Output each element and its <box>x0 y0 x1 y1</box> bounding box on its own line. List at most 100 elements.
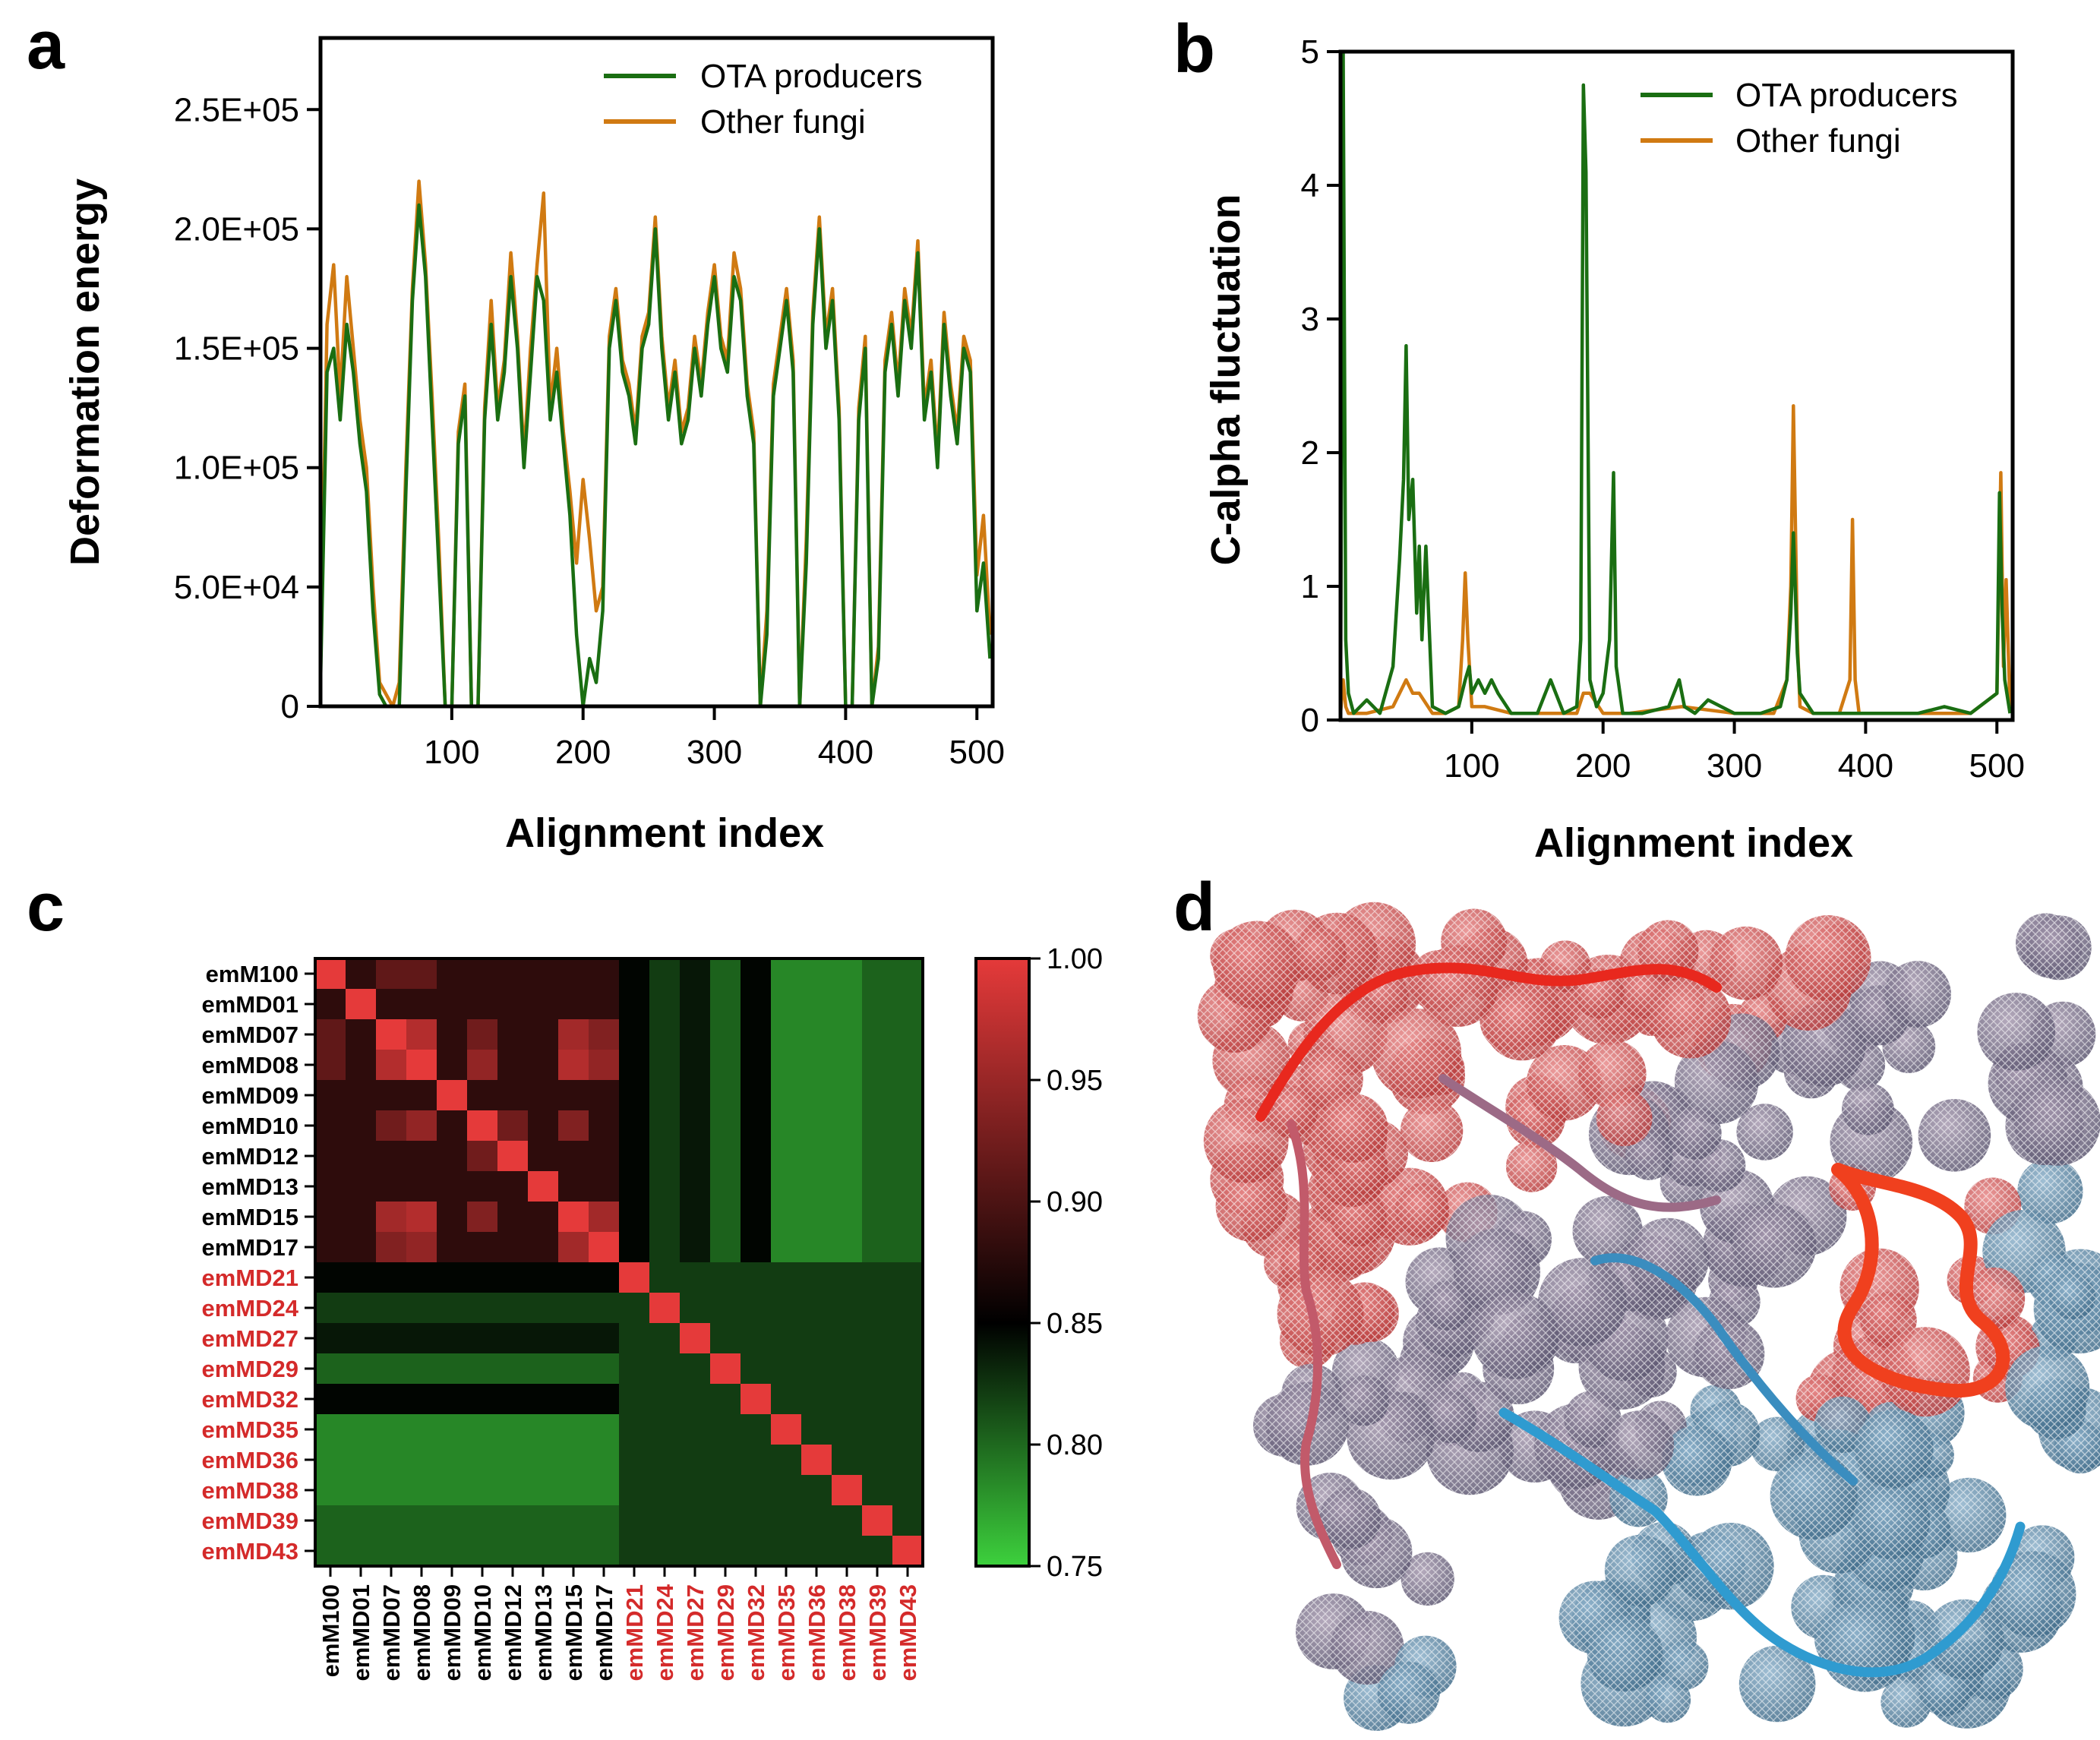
heatmap-cell <box>406 1050 437 1081</box>
heatmap-cell <box>801 1475 832 1506</box>
surface-mesh-overlay <box>1650 977 1732 1059</box>
surface-mesh-overlay <box>1884 961 1951 1028</box>
heatmap-cell <box>619 1536 650 1567</box>
heatmap-cell <box>467 1050 498 1081</box>
heatmap-cell <box>346 1384 377 1415</box>
heatmap-cell <box>862 1293 893 1324</box>
heatmap-cell <box>589 1202 620 1233</box>
heatmap-cell <box>801 1080 832 1111</box>
series-line-other-fungi <box>318 179 992 709</box>
surface-mesh-overlay <box>1918 1099 1991 1172</box>
heatmap-cell <box>801 1171 832 1202</box>
heatmap-cell <box>649 1141 681 1172</box>
heatmap-cell <box>467 1262 498 1293</box>
y-tick-label: 2 <box>1301 434 1319 472</box>
heatmap-cell <box>710 1110 741 1142</box>
heatmap-cell <box>649 1323 681 1354</box>
heatmap-cell <box>801 1262 832 1293</box>
row-label: emMD07 <box>202 1022 299 1048</box>
panel-c-heatmap: emM100emMD01emMD07emMD08emMD09emMD10emMD… <box>202 943 1103 1682</box>
heatmap-cell <box>862 1110 893 1142</box>
heatmap-cell <box>710 1050 741 1081</box>
heatmap-cell <box>801 1414 832 1445</box>
heatmap-cell <box>771 1505 802 1536</box>
heatmap-cell <box>710 1536 741 1567</box>
heatmap-cell <box>801 989 832 1020</box>
heatmap-cell <box>467 958 498 990</box>
column-label: emMD32 <box>743 1584 769 1682</box>
heatmap-cell <box>680 1232 711 1263</box>
heatmap-cell <box>892 1019 924 1050</box>
surface-mesh-overlay <box>1627 1217 1710 1300</box>
surface-mesh-overlay <box>1293 927 1347 981</box>
y-tick-label: 5 <box>1301 33 1319 71</box>
heatmap-cell <box>406 958 437 990</box>
heatmap-cell <box>832 1414 863 1445</box>
heatmap-cell <box>680 1202 711 1233</box>
heatmap-cell <box>346 1505 377 1536</box>
heatmap-cell <box>467 1019 498 1050</box>
series-line-ota-producers <box>318 203 992 709</box>
heatmap-cell <box>346 1445 377 1476</box>
heatmap-cell <box>771 1110 802 1142</box>
heatmap-cell <box>862 1202 893 1233</box>
heatmap-cell <box>346 1019 377 1050</box>
heatmap-cell <box>589 1080 620 1111</box>
row-label: emMD39 <box>202 1508 299 1534</box>
heatmap-cell <box>680 1445 711 1476</box>
heatmap-cell <box>741 1141 772 1172</box>
heatmap-cell <box>649 1536 681 1567</box>
row-label: emMD09 <box>202 1082 299 1109</box>
heatmap-cell <box>741 989 772 1020</box>
heatmap-cell <box>528 1050 559 1081</box>
column-label: emMD13 <box>530 1584 557 1682</box>
heatmap-cell <box>528 1323 559 1354</box>
heatmap-cell <box>315 1414 346 1445</box>
heatmap-cell <box>649 1171 681 1202</box>
row-label: emMD43 <box>202 1538 299 1565</box>
heatmap-cell <box>315 1080 346 1111</box>
heatmap-cell <box>649 1202 681 1233</box>
ribbon-segment <box>1498 1407 2026 1678</box>
heatmap-cell <box>558 1262 589 1293</box>
heatmap-cell <box>680 1262 711 1293</box>
surface-mesh-overlay <box>1265 1085 1318 1138</box>
heatmap-cell <box>649 1353 681 1385</box>
panel-letter-b: b <box>1173 11 1215 87</box>
heatmap-cell <box>680 989 711 1020</box>
heatmap-cell <box>558 1323 589 1354</box>
column-label: emM100 <box>317 1584 344 1677</box>
heatmap-cell <box>892 1414 924 1445</box>
heatmap-cell <box>497 1141 529 1172</box>
deformation-energy-plot <box>318 179 992 709</box>
legend-label-ota: OTA producers <box>1735 77 1958 114</box>
heatmap-cell <box>528 1110 559 1142</box>
heatmap-cell <box>346 1110 377 1142</box>
y-axis-ticks: 0 1 2 3 4 5 <box>1301 33 1341 739</box>
heatmap-cell <box>710 1445 741 1476</box>
x-tick-label: 500 <box>949 734 1005 771</box>
heatmap-cell <box>437 1323 468 1354</box>
y-tick-label: 4 <box>1301 167 1319 204</box>
heatmap-cell <box>315 1202 346 1233</box>
y-tick-label: 2.5E+05 <box>174 91 299 128</box>
heatmap-cell <box>619 1019 650 1050</box>
heatmap-cell <box>649 1475 681 1506</box>
heatmap-cell <box>710 1141 741 1172</box>
heatmap-cell <box>892 989 924 1020</box>
heatmap-cell <box>558 1384 589 1415</box>
heatmap-cell <box>406 1232 437 1263</box>
heatmap-cell <box>346 1171 377 1202</box>
x-tick-label: 400 <box>1838 747 1893 785</box>
heatmap-cell <box>832 1293 863 1324</box>
heatmap-cell <box>558 989 589 1020</box>
heatmap-cell <box>467 1323 498 1354</box>
heatmap-cell <box>710 1323 741 1354</box>
heatmap-cell <box>315 1384 346 1415</box>
heatmap-cell <box>619 958 650 990</box>
column-label: emMD10 <box>469 1584 496 1682</box>
heatmap-cell <box>832 1323 863 1354</box>
series-line-other-fungi <box>1338 404 2012 715</box>
panel-a-chart: 0 5.0E+04 1.0E+05 1.5E+05 2.0E+05 2.5E+05 100… <box>62 36 1005 856</box>
